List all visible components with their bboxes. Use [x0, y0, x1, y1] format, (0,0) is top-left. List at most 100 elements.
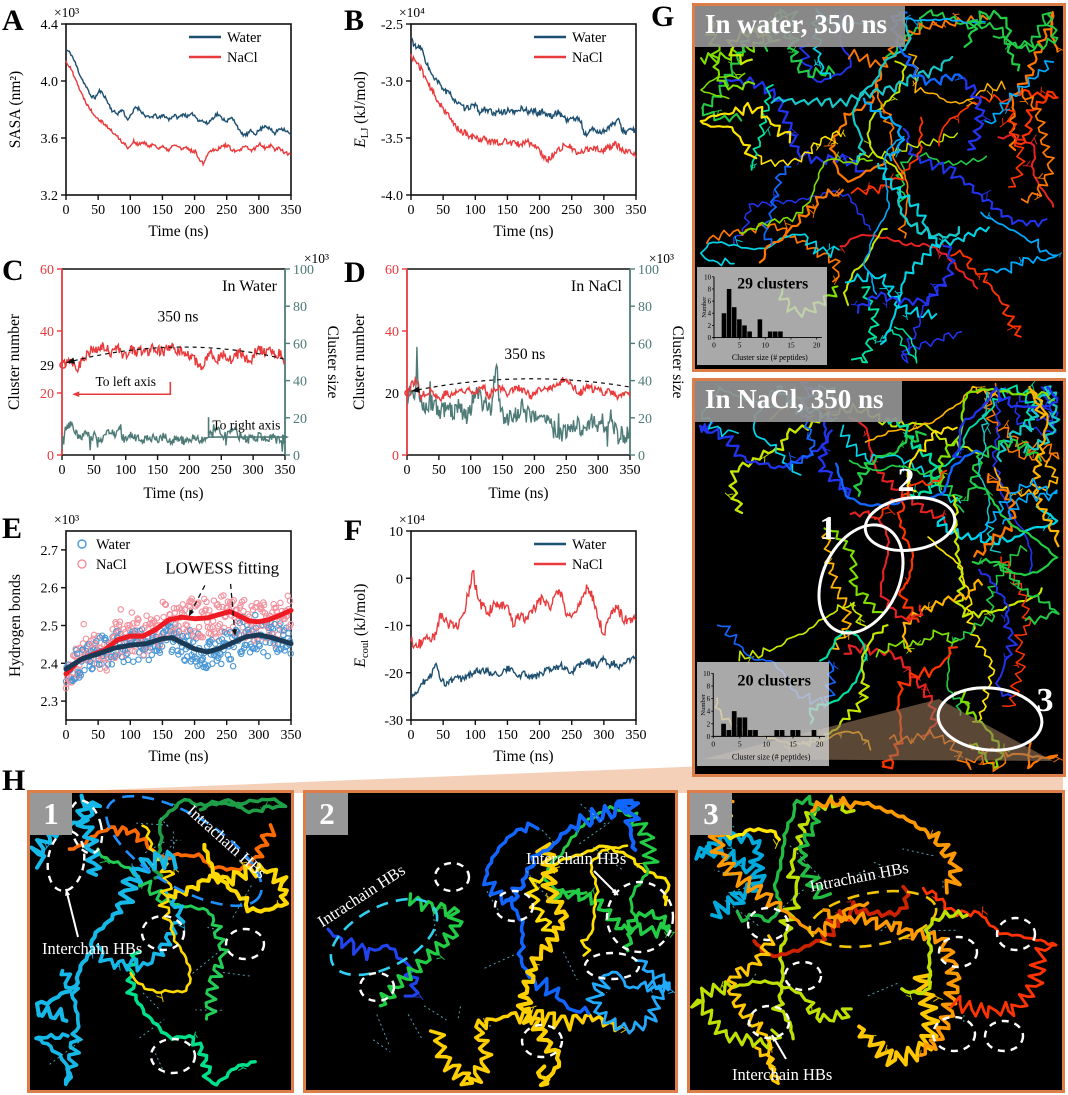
svg-text:-3.0: -3.0	[381, 75, 403, 90]
svg-text:ELJ (kJ/mol): ELJ (kJ/mol)	[352, 71, 371, 148]
svg-text:200: 200	[529, 203, 550, 218]
svg-text:20: 20	[638, 412, 652, 427]
svg-text:Number: Number	[700, 693, 707, 715]
svg-text:200: 200	[524, 463, 545, 478]
svg-text:0: 0	[293, 449, 300, 464]
svg-text:100: 100	[115, 463, 136, 478]
svg-text:100: 100	[293, 263, 314, 278]
svg-text:SASA (nm²): SASA (nm²)	[7, 71, 24, 148]
svg-text:20: 20	[816, 739, 824, 748]
svg-text:0: 0	[638, 449, 645, 464]
svg-text:100: 100	[638, 263, 659, 278]
svg-text:×10³: ×10³	[304, 251, 329, 266]
interchain-hbs-label-2: Interchain HBs	[526, 849, 627, 868]
svg-text:50: 50	[436, 203, 450, 218]
svg-text:4.0: 4.0	[41, 75, 59, 90]
svg-text:×10³: ×10³	[649, 251, 674, 266]
svg-text:150: 150	[152, 728, 173, 743]
svg-text:Ecoul (kJ/mol): Ecoul (kJ/mol)	[352, 584, 371, 669]
panel-label-b: B	[344, 4, 365, 37]
chart-elj: 0 50 100 150 200 250 300 350 Time (ns) -2.5 -3.0 -3…	[345, 0, 690, 245]
svg-text:0: 0	[404, 463, 411, 478]
svg-text:Time (ns): Time (ns)	[143, 485, 203, 502]
svg-text:Water: Water	[572, 537, 606, 553]
interchain-hbs-label-1: Interchain HBs	[42, 939, 143, 958]
svg-text:0: 0	[392, 449, 399, 464]
svg-text:150: 150	[492, 463, 513, 478]
svg-text:-10: -10	[384, 620, 403, 635]
svg-text:20: 20	[385, 387, 399, 402]
svg-text:10: 10	[703, 670, 711, 678]
svg-text:350 ns: 350 ns	[504, 346, 545, 363]
svg-text:6: 6	[707, 695, 711, 703]
svg-text:40: 40	[385, 325, 399, 340]
svg-text:LOWESS fitting: LOWESS fitting	[165, 558, 279, 577]
svg-text:10: 10	[762, 340, 770, 349]
panel-label-f: F	[344, 514, 363, 547]
svg-text:0: 0	[59, 463, 66, 478]
svg-text:In NaCl: In NaCl	[571, 278, 623, 295]
svg-text:250: 250	[211, 463, 232, 478]
snapshot-water-title: In water, 350 ns	[695, 6, 906, 48]
svg-text:350: 350	[281, 203, 302, 218]
svg-text:300: 300	[593, 728, 614, 743]
svg-text:200: 200	[184, 728, 205, 743]
svg-text:60: 60	[385, 263, 399, 278]
svg-text:250: 250	[561, 203, 582, 218]
svg-text:15: 15	[789, 739, 797, 748]
svg-text:4: 4	[707, 708, 711, 716]
svg-text:0: 0	[711, 739, 715, 748]
svg-text:Time (ns): Time (ns)	[148, 748, 208, 765]
closeup-panel-2: 2 Intrachain HBs Interchain HBs	[303, 790, 678, 1093]
chart-svg-E: 0 50 100 150 200 250 300 350 Time (ns) 2.3 2.4 2.5 2…	[7, 512, 302, 765]
svg-text:0: 0	[63, 728, 70, 743]
panel-label-e: E	[2, 512, 23, 545]
chart-ecoul: 0 50 100 150 200 250 300 350 Time (ns) 10 0 -10 -20-…	[345, 507, 690, 770]
chart-cluster-water: 0 50 100 150 200 250 300 350 Time (ns) 0 20 40 60 29 0…	[0, 245, 345, 507]
svg-text:250: 250	[216, 728, 237, 743]
svg-text:2.7: 2.7	[41, 544, 59, 559]
svg-text:200: 200	[529, 728, 550, 743]
protein-art-closeup-3	[690, 794, 1058, 1086]
protein-art-closeup-2	[326, 798, 675, 1088]
svg-text:Cluster size (# peptides): Cluster size (# peptides)	[732, 353, 808, 362]
svg-text:40: 40	[638, 375, 652, 390]
chart-svg-B: 0 50 100 150 200 250 300 350 Time (ns) -2.5 -3.0 -3…	[352, 5, 647, 240]
svg-text:2.5: 2.5	[41, 620, 59, 635]
snapshot-nacl-title: In NaCl, 350 ns	[695, 381, 902, 423]
svg-text:50: 50	[436, 728, 450, 743]
svg-text:350: 350	[626, 728, 647, 743]
chart-hbonds: 0 50 100 150 200 250 300 350 Time (ns) 2.3 2.4 2.5 2…	[0, 507, 345, 770]
svg-text:×10³: ×10³	[54, 512, 79, 527]
chart-svg-C: 0 50 100 150 200 250 300 350 Time (ns) 0 20 40 60 29 0…	[6, 251, 341, 502]
svg-text:-4.0: -4.0	[381, 189, 403, 204]
svg-text:0: 0	[707, 733, 711, 741]
svg-text:8: 8	[707, 683, 711, 691]
svg-text:2: 2	[707, 720, 711, 728]
svg-text:Cluster number: Cluster number	[351, 313, 368, 410]
svg-text:150: 150	[152, 203, 173, 218]
svg-text:250: 250	[556, 463, 577, 478]
svg-text:100: 100	[465, 728, 486, 743]
svg-text:0: 0	[408, 203, 415, 218]
svg-text:150: 150	[147, 463, 168, 478]
svg-text:0: 0	[47, 449, 54, 464]
svg-text:20 clusters: 20 clusters	[737, 672, 811, 690]
svg-text:80: 80	[638, 300, 652, 315]
svg-text:250: 250	[561, 728, 582, 743]
svg-text:0: 0	[408, 728, 415, 743]
svg-text:10: 10	[763, 739, 771, 748]
svg-text:×10⁴: ×10⁴	[399, 5, 425, 20]
svg-text:29: 29	[40, 359, 54, 374]
svg-text:20: 20	[293, 412, 307, 427]
cluster-histogram-water: 0 2 4 6 8 10 0 5 10 15 20 29 clusters Cluster size (…	[697, 267, 827, 365]
svg-text:200: 200	[179, 463, 200, 478]
svg-text:Cluster number: Cluster number	[6, 313, 23, 410]
svg-text:Time (ns): Time (ns)	[493, 223, 553, 240]
svg-text:20: 20	[40, 387, 54, 402]
svg-text:4: 4	[708, 311, 712, 318]
svg-text:15: 15	[787, 340, 795, 349]
